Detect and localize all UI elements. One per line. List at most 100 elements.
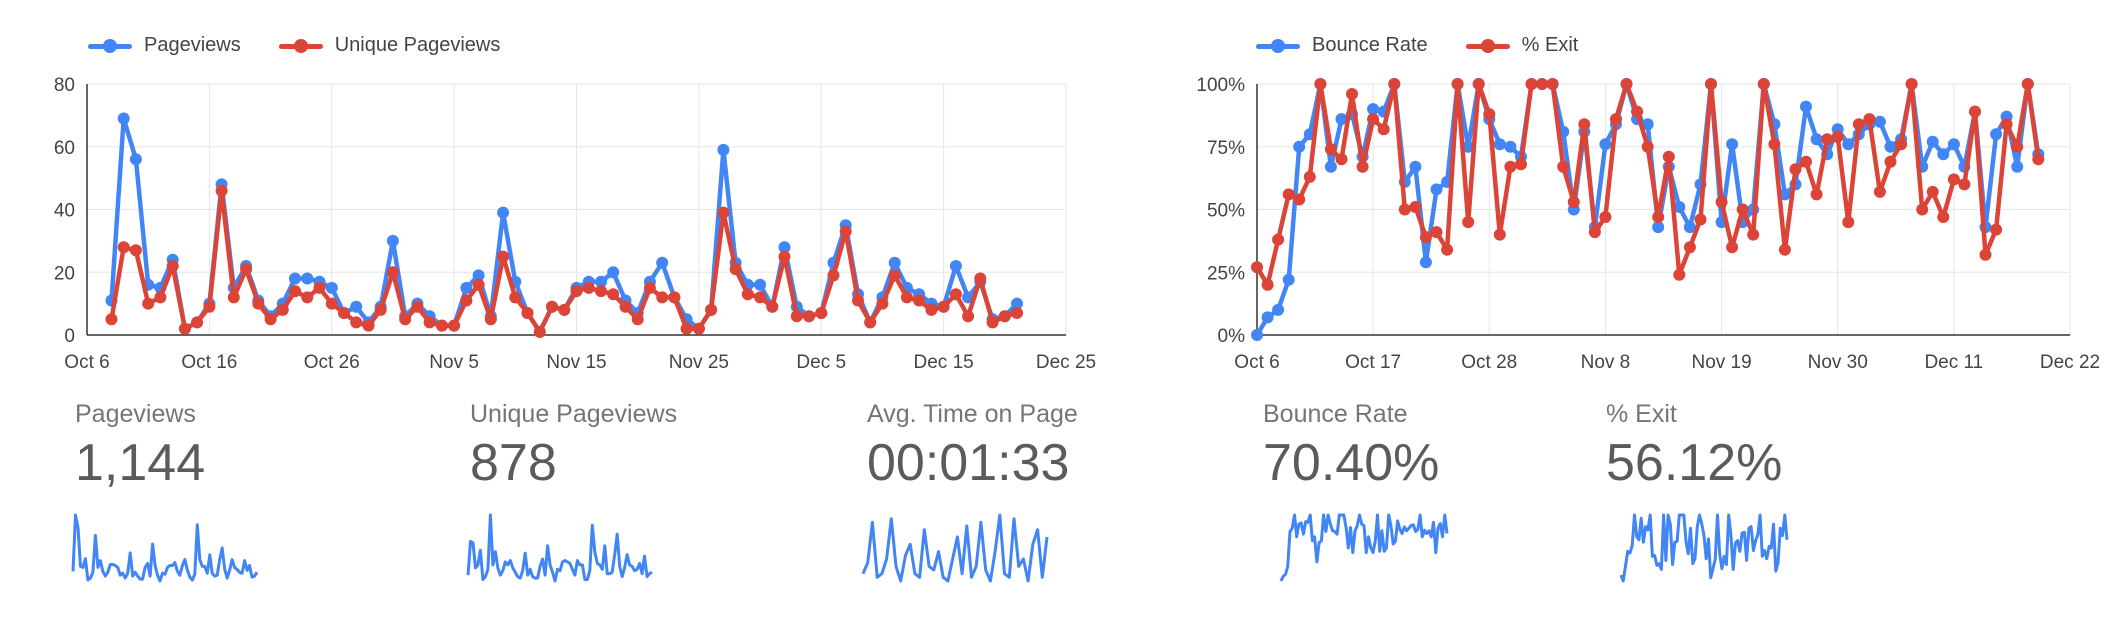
data-point	[582, 281, 595, 294]
data-point	[1493, 228, 1506, 241]
data-point	[1726, 241, 1739, 254]
data-point	[497, 250, 510, 263]
data-point	[178, 322, 191, 335]
data-point	[974, 272, 987, 285]
data-point	[1462, 216, 1475, 229]
y-tick-label: 50%	[1207, 201, 1245, 222]
data-point	[1409, 160, 1422, 173]
data-point	[949, 260, 962, 272]
data-point	[1251, 261, 1263, 274]
stat-card-avg-time-on-page: Avg. Time on Page 00:01:33	[867, 400, 1078, 493]
data-point	[1346, 88, 1358, 100]
y-tick-label: 20	[54, 263, 75, 284]
data-point	[1821, 133, 1834, 146]
data-point	[1683, 241, 1696, 254]
data-point	[1789, 163, 1802, 176]
data-point	[1842, 216, 1855, 229]
data-point	[129, 244, 142, 257]
data-point	[386, 234, 399, 247]
legend-item-pageviews[interactable]: Pageviews	[88, 34, 241, 57]
data-point	[1969, 105, 1981, 118]
stat-value: 70.40%	[1263, 434, 1440, 492]
data-point	[472, 269, 485, 282]
data-point	[1937, 211, 1950, 223]
stat-value: 00:01:33	[867, 434, 1070, 492]
y-tick-label: 0	[64, 326, 75, 347]
data-point	[1673, 268, 1686, 281]
data-point	[937, 300, 950, 313]
data-point	[1905, 78, 1918, 90]
red-line-marker-icon	[1465, 36, 1510, 56]
pageviews-line-chart: 0 20 40 60 80 Oct 6 Oct 16 Oct 26 Nov 5 Nov 15 Nov…	[54, 75, 1096, 373]
data-point	[619, 300, 632, 313]
data-point	[2032, 153, 2045, 166]
stat-value: 878	[470, 434, 557, 492]
data-point	[1979, 248, 1992, 261]
y-tick-label: 80	[54, 75, 75, 96]
red-line-marker-icon	[278, 36, 323, 56]
data-point	[1335, 113, 1348, 126]
data-point	[1694, 213, 1707, 226]
blue-line-marker-icon	[88, 36, 132, 56]
data-point	[656, 291, 669, 304]
data-point	[386, 266, 399, 279]
data-point	[203, 300, 216, 313]
data-point	[1800, 155, 1812, 168]
data-point	[1599, 138, 1612, 151]
data-point	[1747, 228, 1760, 241]
x-tick-label: Dec 22	[2040, 352, 2100, 373]
data-point	[754, 291, 767, 304]
data-point	[1272, 303, 1285, 316]
data-point	[1715, 196, 1728, 208]
data-point	[1916, 203, 1929, 216]
sparkline-exit	[1619, 513, 1789, 583]
data-point	[741, 288, 754, 301]
x-tick-label: Nov 8	[1581, 352, 1631, 373]
data-point	[1958, 178, 1971, 191]
data-point	[1662, 150, 1675, 163]
data-point	[1504, 140, 1517, 153]
data-point	[1419, 256, 1432, 269]
data-point	[1757, 78, 1770, 90]
x-tick-label: Dec 15	[914, 352, 974, 373]
data-point	[264, 313, 277, 326]
sparkline-unique-pageviews	[466, 513, 653, 583]
data-point	[1567, 196, 1580, 208]
right-chart-legend: Bounce Rate % Exit	[1256, 34, 1616, 57]
data-point	[1652, 211, 1665, 223]
sparkline-path	[1279, 513, 1449, 582]
data-point	[460, 294, 473, 307]
x-tick-label: Dec 5	[796, 352, 846, 373]
data-point	[1926, 135, 1939, 148]
x-tick-label: Oct 26	[304, 352, 360, 373]
legend-item-exit[interactable]: % Exit	[1465, 34, 1578, 57]
data-point	[350, 316, 363, 329]
data-point	[1778, 243, 1791, 256]
data-point	[864, 316, 877, 329]
data-point	[1852, 118, 1865, 131]
data-point	[1884, 155, 1897, 168]
data-point	[1831, 130, 1844, 143]
x-tick-label: Nov 30	[1808, 352, 1868, 373]
stat-label: Bounce Rate	[1263, 400, 1408, 428]
data-point	[338, 307, 350, 319]
data-point	[1419, 231, 1432, 244]
data-point	[1578, 118, 1591, 131]
data-point	[1937, 148, 1950, 161]
data-point	[1705, 78, 1717, 90]
sparkline-path	[466, 513, 653, 583]
legend-item-bounce-rate[interactable]: Bounce Rate	[1256, 34, 1428, 57]
data-point	[117, 112, 130, 125]
data-point	[827, 269, 840, 282]
data-point	[717, 206, 730, 219]
stat-label: Pageviews	[75, 400, 196, 428]
data-point	[2011, 160, 2024, 173]
legend-item-unique-pageviews[interactable]: Unique Pageviews	[278, 34, 500, 57]
x-tick-label: Dec 25	[1036, 352, 1096, 373]
sparkline-path	[1619, 513, 1789, 583]
data-point	[435, 319, 448, 332]
data-point	[301, 272, 314, 285]
data-point	[1588, 226, 1601, 239]
x-tick-label: Oct 28	[1461, 352, 1517, 373]
data-point	[289, 285, 301, 298]
